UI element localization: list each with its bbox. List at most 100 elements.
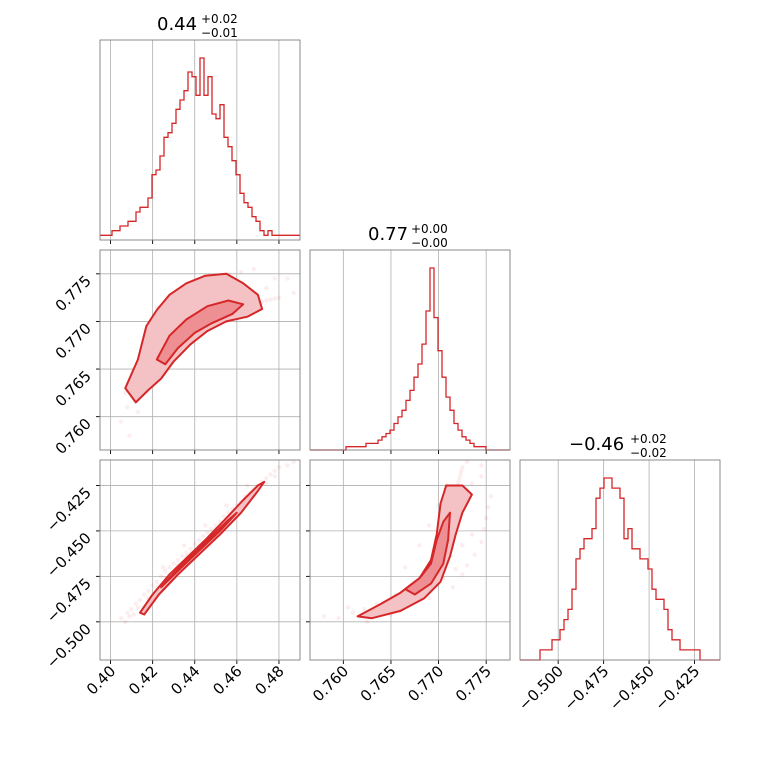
- sample-point: [184, 550, 189, 555]
- sample-point: [403, 565, 408, 570]
- sample-point: [272, 276, 277, 281]
- contour-line-inner: [155, 299, 245, 366]
- sample-point: [426, 523, 432, 528]
- sample-point: [479, 539, 484, 545]
- sample-point: [196, 537, 202, 543]
- sample-point: [450, 585, 456, 590]
- sample-point: [175, 557, 181, 563]
- x-tick-label-param-0: 0.40: [83, 662, 119, 698]
- sample-point: [268, 472, 273, 477]
- svg-text:0.77: 0.77: [368, 224, 408, 245]
- sample-point: [460, 572, 465, 577]
- sample-point: [457, 475, 462, 481]
- panel-1-1: [309, 249, 511, 454]
- sample-point: [285, 463, 290, 468]
- sample-point: [364, 619, 370, 625]
- svg-text:−0.01: −0.01: [201, 26, 238, 40]
- y-tick-label-param-2: −0.450: [43, 529, 95, 581]
- sample-point: [135, 409, 141, 415]
- sample-point: [488, 494, 494, 499]
- sample-point: [291, 290, 296, 296]
- sample-point: [426, 595, 432, 601]
- sample-point: [285, 276, 290, 281]
- histogram-line: [100, 57, 300, 236]
- sample-point: [131, 612, 136, 617]
- panel-frame: [309, 459, 511, 661]
- sample-point: [125, 404, 130, 410]
- contour-line-inner: [160, 511, 238, 589]
- sample-point: [469, 532, 475, 537]
- sample-point: [179, 554, 185, 559]
- sample-point: [276, 465, 282, 470]
- sample-point: [127, 433, 132, 438]
- sample-point: [158, 574, 164, 579]
- panel-2-2: [519, 459, 721, 664]
- contour-fill-outer: [125, 273, 263, 403]
- sample-point: [160, 565, 166, 570]
- sample-point: [123, 619, 128, 625]
- sample-point: [245, 483, 250, 488]
- sample-point: [135, 605, 141, 610]
- sample-point: [163, 568, 168, 574]
- sample-point: [154, 579, 160, 585]
- sample-point: [264, 298, 269, 303]
- sample-point: [118, 615, 124, 621]
- x-tick-label-param-1: 0.775: [452, 662, 495, 705]
- sample-point: [345, 605, 351, 610]
- contour-line-outer: [139, 480, 266, 616]
- sample-point: [469, 481, 475, 486]
- svg-text:+0.02: +0.02: [630, 432, 667, 446]
- panel-2-0: [96, 459, 301, 664]
- sample-point: [129, 606, 134, 612]
- y-tick-label-param-1: 0.770: [52, 320, 95, 363]
- contour-fill-inner: [156, 300, 244, 365]
- sample-point: [133, 601, 138, 606]
- sample-point: [485, 505, 491, 510]
- sample-point: [479, 463, 484, 468]
- sample-point: [200, 534, 206, 539]
- y-tick-label-param-2: −0.500: [43, 620, 95, 672]
- y-tick-label-param-1: 0.775: [52, 272, 95, 315]
- x-tick-label-param-1: 0.770: [404, 662, 447, 705]
- panel-frame: [99, 249, 301, 451]
- sample-point: [146, 588, 151, 594]
- sample-point: [272, 474, 277, 479]
- contour-fill-outer: [357, 485, 472, 619]
- sample-point: [264, 475, 269, 481]
- sample-point: [264, 481, 269, 486]
- contour-line-inner: [404, 511, 451, 596]
- histogram-line: [310, 267, 510, 451]
- svg-text:+0.02: +0.02: [201, 12, 238, 26]
- x-tick-label-param-0: 0.42: [125, 662, 161, 698]
- sample-point: [453, 566, 458, 572]
- sample-point: [268, 297, 273, 302]
- sample-point: [224, 503, 229, 508]
- svg-text:−0.46: −0.46: [569, 434, 624, 455]
- x-tick-label-param-2: −0.475: [560, 662, 612, 714]
- panel-frame: [99, 459, 301, 661]
- panel-2-1: [306, 459, 511, 664]
- sample-point: [137, 597, 143, 603]
- sample-point: [209, 526, 214, 532]
- sample-point: [350, 610, 356, 615]
- y-tick-label-param-1: 0.760: [52, 415, 95, 458]
- sample-point: [264, 285, 269, 291]
- x-tick-label-param-0: 0.44: [167, 662, 203, 698]
- sample-point: [127, 614, 132, 619]
- sample-point: [142, 592, 147, 597]
- sample-point: [472, 552, 477, 557]
- sample-point: [150, 583, 155, 588]
- x-tick-label-param-2: −0.425: [651, 662, 703, 714]
- x-tick-label-param-1: 0.765: [357, 662, 400, 705]
- sample-point: [125, 610, 130, 615]
- title-param-2: −0.46 +0.02 −0.02: [569, 432, 667, 460]
- sample-point: [458, 472, 463, 477]
- panel-frame: [519, 459, 721, 661]
- sample-point: [322, 614, 327, 619]
- sample-point: [167, 565, 172, 570]
- panel-frame: [309, 249, 511, 451]
- sample-point: [192, 541, 197, 546]
- svg-text:−0.02: −0.02: [630, 446, 667, 460]
- sample-point: [459, 468, 464, 474]
